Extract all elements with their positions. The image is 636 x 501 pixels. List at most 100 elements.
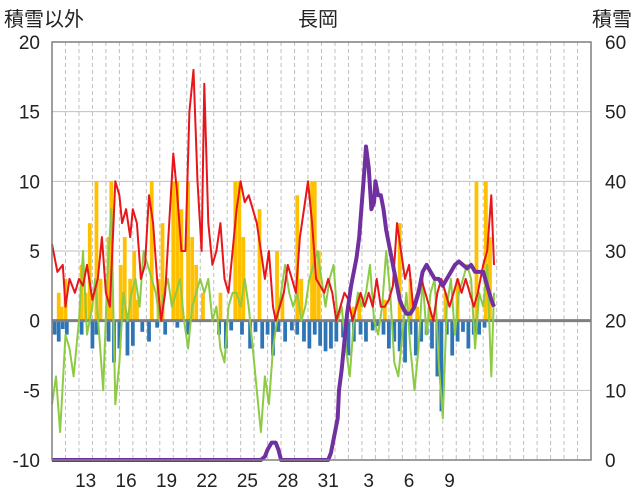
orange-bar	[160, 223, 165, 321]
right-tick-label: 10	[605, 381, 626, 402]
orange-bar	[118, 264, 123, 321]
blue-bar	[125, 320, 130, 356]
x-tick-label: 16	[116, 471, 137, 492]
left-tick-label: 20	[19, 33, 40, 54]
left-tick-label: -10	[13, 451, 40, 472]
orange-bar	[122, 237, 127, 321]
orange-bar	[241, 237, 246, 321]
right-tick-label: 20	[605, 312, 626, 333]
blue-bar	[265, 320, 270, 335]
orange-bar	[316, 251, 321, 321]
left-axis-tick-labels: -10 -5 0 5 10 15 20	[13, 33, 40, 472]
blue-bar	[455, 320, 460, 342]
blue-bar	[271, 320, 275, 356]
blue-bar	[302, 320, 306, 342]
blue-bar	[106, 320, 111, 342]
orange-bar	[175, 181, 180, 321]
x-axis-tick-labels: 13 16 19 22 25 28 31 3 6 9	[75, 471, 455, 492]
blue-bar	[79, 320, 84, 335]
orange-bar	[179, 209, 184, 321]
orange-bar	[233, 181, 238, 321]
blue-bar	[364, 320, 368, 342]
orange-bar	[94, 181, 99, 321]
blue-bar	[477, 320, 482, 335]
blue-bar	[163, 320, 168, 335]
orange-bar	[397, 223, 402, 321]
orange-bar	[280, 292, 285, 321]
orange-bar	[443, 292, 448, 321]
left-tick-label: 0	[29, 312, 40, 333]
blue-bar	[283, 320, 288, 342]
blue-bar	[60, 320, 65, 330]
blue-bar	[240, 320, 244, 335]
line-series	[51, 68, 496, 462]
x-tick-label: 9	[444, 471, 455, 492]
orange-bar	[79, 264, 84, 321]
orange-bar	[98, 278, 103, 321]
blue-bar	[229, 320, 234, 331]
x-tick-label: 6	[404, 471, 415, 492]
orange-bar	[310, 181, 314, 321]
blue-bar-series	[52, 320, 487, 412]
x-tick-label: 31	[318, 471, 339, 492]
orange-bar	[59, 306, 64, 321]
blue-bar	[439, 320, 444, 412]
orange-bar	[218, 292, 223, 321]
right-tick-label: 0	[605, 451, 616, 472]
right-tick-label: 50	[605, 103, 626, 124]
orange-bar	[357, 292, 362, 321]
blue-bar	[376, 320, 380, 327]
left-tick-label: -5	[23, 381, 40, 402]
right-axis-tick-labels: 0 10 20 30 40 50 60	[605, 33, 626, 472]
blue-bar	[117, 320, 122, 349]
left-tick-label: 15	[19, 103, 40, 124]
orange-bar	[87, 223, 92, 321]
blue-bar	[307, 320, 312, 349]
orange-bar	[186, 181, 190, 321]
blue-bar	[295, 320, 300, 335]
orange-bar	[135, 299, 139, 321]
blue-bar	[450, 320, 455, 356]
blue-bar	[408, 320, 413, 335]
right-tick-label: 60	[605, 33, 626, 54]
blue-bar	[64, 320, 69, 335]
green-line	[51, 208, 495, 434]
blue-bar	[358, 320, 363, 335]
blue-bar	[186, 320, 190, 335]
blue-bar	[140, 320, 145, 332]
blue-bar	[403, 320, 407, 363]
blue-bar	[419, 320, 424, 342]
orange-bar	[488, 237, 492, 321]
orange-bar	[415, 306, 420, 321]
x-tick-label: 22	[196, 471, 217, 492]
x-tick-label: 3	[363, 471, 374, 492]
left-axis-label: 積雪以外	[4, 7, 84, 31]
blue-bar	[329, 320, 333, 349]
blue-bar	[260, 320, 265, 349]
orange-bar	[295, 195, 300, 321]
orange-bar	[201, 292, 205, 321]
blue-bar	[386, 320, 391, 349]
orange-bar	[299, 278, 304, 321]
orange-bar	[382, 299, 387, 321]
x-tick-label: 25	[237, 471, 258, 492]
left-tick-label: 5	[29, 242, 40, 263]
blue-bar	[90, 320, 95, 349]
chart-title: 長岡	[298, 7, 338, 31]
blue-bar	[155, 320, 159, 328]
blue-bar	[461, 320, 465, 332]
blue-bar	[334, 320, 339, 342]
blue-bar	[276, 320, 281, 332]
orange-bar	[149, 181, 154, 321]
blue-bar	[130, 320, 135, 346]
blue-bar	[289, 320, 294, 331]
blue-bar	[318, 320, 323, 346]
blue-bar	[56, 320, 61, 342]
right-tick-label: 30	[605, 242, 626, 263]
blue-bar	[466, 320, 471, 349]
blue-bar	[323, 320, 328, 352]
left-tick-label: 10	[19, 172, 40, 193]
orange-bar	[190, 237, 195, 321]
right-tick-label: 40	[605, 172, 626, 193]
red-line	[51, 68, 495, 322]
